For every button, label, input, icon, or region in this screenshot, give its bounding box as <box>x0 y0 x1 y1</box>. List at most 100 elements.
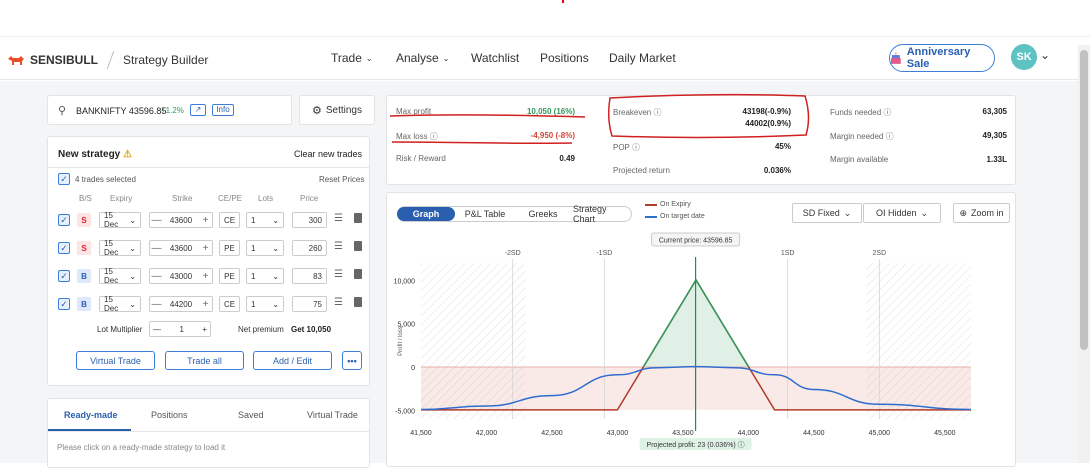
tab-greeks[interactable]: Greeks <box>523 207 563 221</box>
clear-trades-link[interactable]: Clear new trades <box>294 149 362 159</box>
strike-stepper[interactable]: —43600+ <box>149 240 213 256</box>
trash-icon[interactable] <box>354 297 362 307</box>
anniversary-sale-button[interactable]: Anniversary Sale <box>889 44 995 72</box>
price-input[interactable]: 83 <box>292 268 327 284</box>
expiry-select[interactable]: 15 Dec⌄ <box>99 268 141 284</box>
legend-target-swatch <box>645 216 657 218</box>
lot-multiplier-stepper[interactable]: —1+ <box>149 321 211 337</box>
strategy-panel: New strategy ⚠ Clear new trades ✓ 4 trad… <box>47 136 370 386</box>
lots-value: 1 <box>251 300 255 309</box>
minus-icon[interactable]: — <box>150 240 163 256</box>
help-icon[interactable]: ⓘ <box>883 108 891 117</box>
tab-saved[interactable]: Saved <box>238 410 264 420</box>
minus-icon[interactable]: — <box>153 325 161 334</box>
chevron-down-icon: ⌄ <box>272 216 279 225</box>
menu-icon[interactable]: ☰ <box>334 241 343 252</box>
option-type[interactable]: PE <box>219 268 240 284</box>
menu-icon[interactable]: ☰ <box>334 297 343 308</box>
trade-all-button[interactable]: Trade all <box>165 351 244 370</box>
side-badge[interactable]: S <box>77 241 91 255</box>
nav-watchlist[interactable]: Watchlist <box>471 51 519 65</box>
scrollbar-thumb[interactable] <box>1080 50 1088 350</box>
symbol-change: +1.2% <box>161 106 184 115</box>
plus-icon[interactable]: + <box>199 240 212 256</box>
lots-select[interactable]: 1⌄ <box>246 268 284 284</box>
avatar[interactable]: SK <box>1011 44 1037 70</box>
add-edit-button[interactable]: Add / Edit <box>253 351 332 370</box>
more-options-button[interactable]: ••• <box>342 351 362 370</box>
trade-checkbox[interactable]: ✓ <box>58 298 70 310</box>
oi-dropdown[interactable]: OI Hidden⌄ <box>863 203 941 223</box>
tab-graph[interactable]: Graph <box>397 207 455 221</box>
minus-icon[interactable]: — <box>150 212 163 228</box>
option-type[interactable]: CE <box>219 212 240 228</box>
lots-select[interactable]: 1⌄ <box>246 240 284 256</box>
plus-icon[interactable]: + <box>199 296 212 312</box>
reset-prices-link[interactable]: Reset Prices <box>319 175 364 184</box>
trade-checkbox[interactable]: ✓ <box>58 242 70 254</box>
price-input[interactable]: 300 <box>292 212 327 228</box>
minus-icon[interactable]: — <box>150 296 163 312</box>
zoom-in-button[interactable]: ⊕Zoom in <box>953 203 1010 223</box>
side-badge[interactable]: B <box>77 269 91 283</box>
scrollbar[interactable] <box>1078 45 1090 463</box>
strike-stepper[interactable]: — 44200 + <box>149 296 213 312</box>
nav-trade[interactable]: Trade⌄ <box>331 51 373 65</box>
chevron-down-icon: ⌄ <box>129 300 136 309</box>
trash-icon[interactable] <box>354 213 362 223</box>
trash-icon[interactable] <box>354 241 362 251</box>
price-input[interactable]: 260 <box>292 240 327 256</box>
strike-stepper[interactable]: —43600+ <box>149 212 213 228</box>
expiry-select[interactable]: 15 Dec⌄ <box>99 212 141 228</box>
tab-positions[interactable]: Positions <box>151 410 188 420</box>
tab-ready-made[interactable]: Ready-made <box>64 410 118 420</box>
sd-tick-label: -1SD <box>596 250 612 257</box>
option-type[interactable]: CE <box>219 296 240 312</box>
expiry-select[interactable]: 15 Dec⌄ <box>99 296 141 312</box>
trade-checkbox[interactable]: ✓ <box>58 214 70 226</box>
side-badge[interactable]: B <box>77 297 91 311</box>
x-tick-label: 43,500 <box>672 430 694 437</box>
bull-logo-icon <box>8 55 24 66</box>
trash-icon[interactable] <box>354 269 362 279</box>
x-tick-label: 44,000 <box>738 430 760 437</box>
plus-icon[interactable]: + <box>202 325 207 334</box>
lots-value: 1 <box>251 244 255 253</box>
sd-dropdown[interactable]: SD Fixed⌄ <box>792 203 862 223</box>
side-badge[interactable]: S <box>77 213 91 227</box>
strike-stepper[interactable]: — 43000 + <box>149 268 213 284</box>
price-input[interactable]: 75 <box>292 296 327 312</box>
plus-icon[interactable]: + <box>199 268 212 284</box>
virtual-trade-button[interactable]: Virtual Trade <box>76 351 155 370</box>
menu-icon[interactable]: ☰ <box>334 213 343 224</box>
menu-icon[interactable]: ☰ <box>334 269 343 280</box>
lots-select[interactable]: 1⌄ <box>246 212 284 228</box>
strike-value: 43000 <box>170 272 192 281</box>
chevron-down-icon[interactable]: ⌄ <box>1040 48 1050 62</box>
tab-strategy-chart[interactable]: Strategy Chart <box>573 207 631 221</box>
expiry-select[interactable]: 15 Dec⌄ <box>99 240 141 256</box>
select-all-checkbox[interactable]: ✓ <box>58 173 70 185</box>
funds-needed-label: Funds needed ⓘ <box>830 107 891 118</box>
option-type[interactable]: PE <box>219 240 240 256</box>
x-tick-label: 41,500 <box>410 430 432 437</box>
settings-button[interactable]: ⚙Settings <box>299 95 375 125</box>
plus-icon[interactable]: + <box>199 212 212 228</box>
help-icon[interactable]: ⓘ <box>886 132 894 141</box>
lots-select[interactable]: 1⌄ <box>246 296 284 312</box>
trend-chart-icon[interactable]: ↗ <box>190 104 206 116</box>
info-button[interactable]: Info <box>212 104 234 116</box>
trade-checkbox[interactable]: ✓ <box>58 270 70 282</box>
tab-virtual-trade[interactable]: Virtual Trade <box>307 410 358 420</box>
symbol-search[interactable]: ⚲ BANKNIFTY 43596.85 +1.2% ↗ Info <box>47 95 292 125</box>
tab-pl-table[interactable]: P&L Table <box>461 207 509 221</box>
minus-icon[interactable]: — <box>150 268 163 284</box>
strike-value: 44200 <box>170 300 192 309</box>
nav-positions[interactable]: Positions <box>540 51 589 65</box>
nav-daily-market[interactable]: Daily Market <box>609 51 676 65</box>
brand[interactable]: SENSIBULL Strategy Builder <box>8 51 208 69</box>
chart-panel: Graph P&L Table Greeks Strategy Chart On… <box>386 192 1016 467</box>
header-type: CE/PE <box>218 194 242 203</box>
nav-analyse[interactable]: Analyse⌄ <box>396 51 449 65</box>
